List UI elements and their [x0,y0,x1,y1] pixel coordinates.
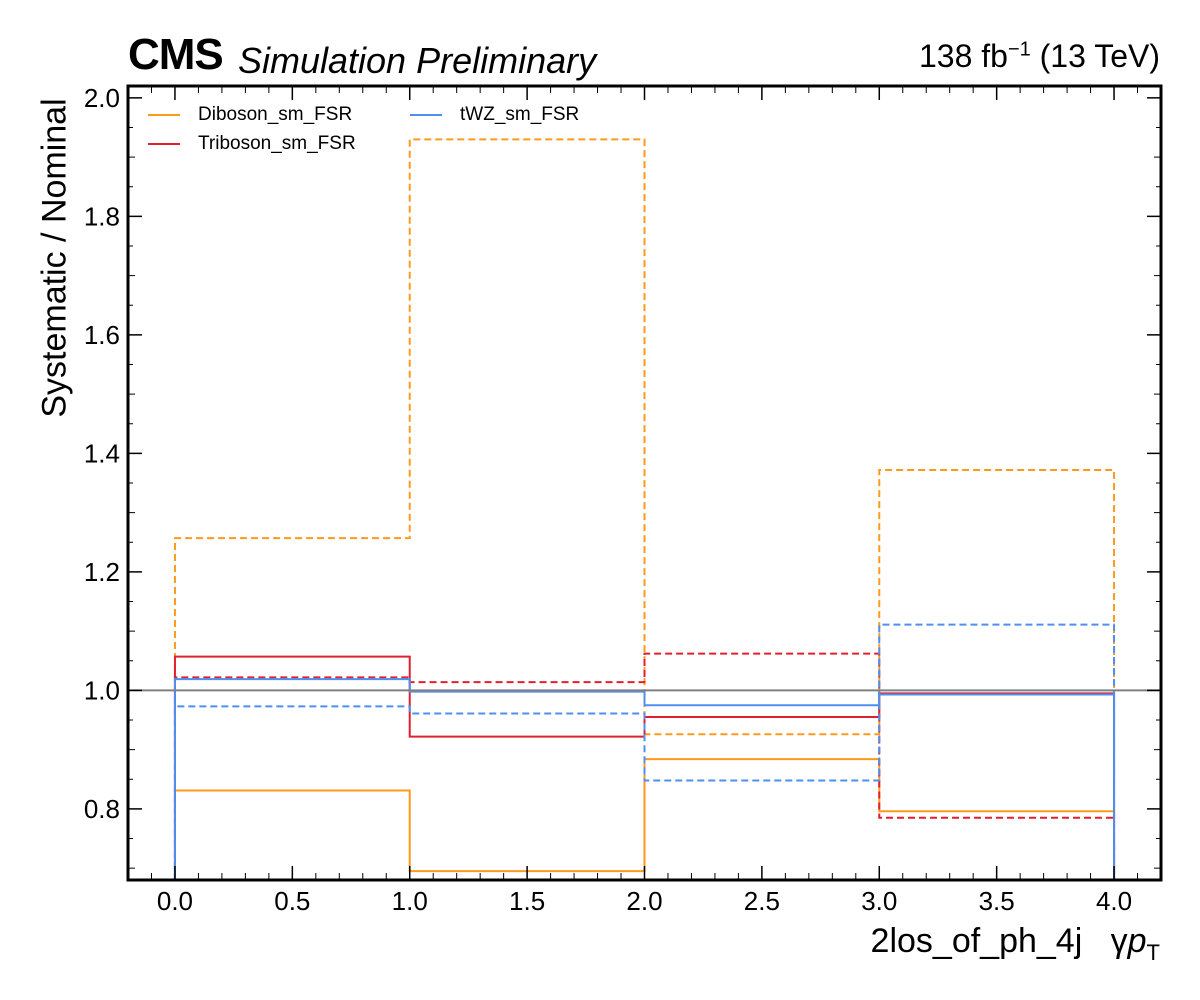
legend-swatch-twz [410,114,442,116]
x-axis-label-gamma: γ [1110,922,1128,960]
x-tick-label: 2.5 [744,886,780,916]
x-axis-label-p: p [1127,922,1147,960]
legend-swatch-diboson [148,114,180,116]
x-tick-label: 0.5 [274,886,310,916]
lumi-energy: (13 TeV) [1030,38,1160,74]
x-axis-label-sub: T [1146,939,1160,965]
legend-item-triboson: Triboson_sm_FSR [148,133,356,155]
x-tick-label: 0.0 [157,886,193,916]
y-tick-label: 1.0 [84,675,120,705]
x-tick-label: 4.0 [1096,886,1132,916]
lumi-exponent: −1 [1007,38,1031,61]
y-tick-label: 1.6 [84,320,120,350]
series-twz-sm-fsr-up [173,678,1116,880]
legend-label-twz: tWZ_sm_FSR [460,104,580,125]
x-axis-label-main: 2los_of_ph_4j [870,922,1083,960]
simulation-label: Simulation Preliminary [238,40,597,81]
series-layer [173,138,1116,880]
lumi-value: 138 fb [918,38,1008,74]
cms-label: CMS [128,30,224,79]
y-tick-label: 1.2 [84,557,120,587]
tick-layer: 0.0 0.5 1.0 1.5 2.0 2.5 3.0 3.5 4.0 0.8 1.0 1.2 1.4 1… [84,83,1161,916]
series-twz-sm-fsr-down [173,623,1116,880]
series-diboson-sm-fsr-down [173,758,1116,880]
x-tick-label: 3.5 [979,886,1015,916]
y-tick-label: 1.8 [84,201,120,231]
x-tick-label: 3.0 [861,886,897,916]
series-triboson-sm-fsr-down [173,652,1116,880]
x-axis-label: 2los_of_ph_4j γpT [871,922,1160,966]
x-tick-label: 1.5 [509,886,545,916]
axes-frame [126,84,1163,882]
legend-label-triboson: Triboson_sm_FSR [198,133,356,154]
luminosity-label: 138 fb−1 (13 TeV) [919,38,1160,75]
y-tick-label: 1.4 [84,438,120,468]
legend-item-twz: tWZ_sm_FSR [410,104,579,126]
x-tick-label: 1.0 [392,886,428,916]
y-tick-label: 0.8 [84,794,120,824]
legend-item-diboson: Diboson_sm_FSR [148,104,352,126]
y-tick-label: 2.0 [84,83,120,113]
legend-label-diboson: Diboson_sm_FSR [198,104,353,125]
x-tick-label: 2.0 [626,886,662,916]
legend-swatch-triboson [148,143,180,145]
series-diboson-sm-fsr-up [173,138,1116,880]
